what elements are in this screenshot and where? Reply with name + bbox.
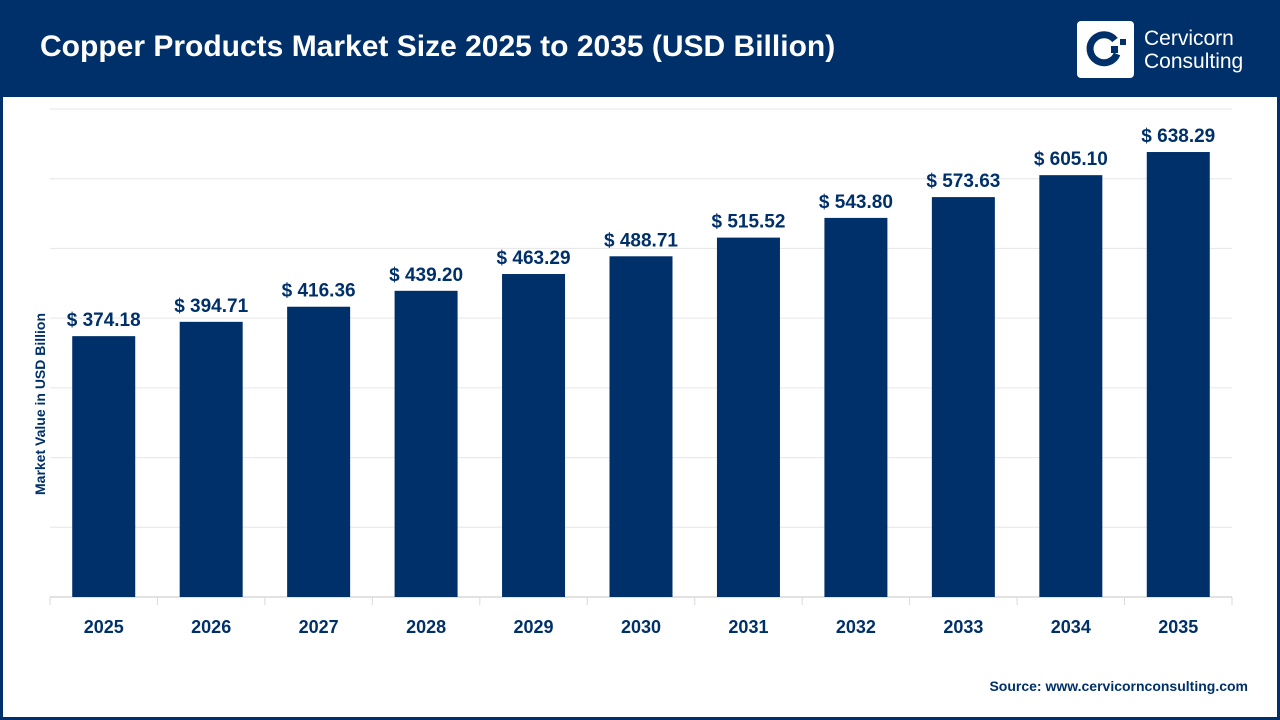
data-label: $ 543.80: [819, 192, 893, 213]
bar: [287, 306, 351, 597]
data-label: $ 515.52: [711, 212, 785, 233]
header-banner: Copper Products Market Size 2025 to 2035…: [0, 0, 1280, 97]
x-tick-label: 2033: [943, 617, 983, 637]
x-tick-label: 2034: [1051, 617, 1091, 637]
data-label: $ 605.10: [1034, 149, 1108, 170]
x-tick-label: 2029: [514, 617, 554, 637]
x-tick-label: 2032: [836, 617, 876, 637]
data-label: $ 374.18: [67, 310, 141, 331]
data-label: $ 394.71: [174, 296, 248, 317]
source-note: Source: www.cervicornconsulting.com: [989, 678, 1248, 694]
bar: [931, 197, 995, 597]
bar: [824, 217, 888, 597]
logo-text-line1: Cervicorn: [1144, 26, 1234, 50]
data-label: $ 638.29: [1141, 126, 1215, 147]
data-label: $ 573.63: [926, 171, 1000, 192]
y-axis-label: Market Value in USD Billion: [32, 312, 48, 495]
x-tick-label: 2027: [299, 617, 339, 637]
logo: Cervicorn Consulting: [1077, 21, 1243, 78]
logo-icon: [1077, 21, 1134, 78]
bar: [394, 290, 458, 597]
data-label: $ 463.29: [497, 248, 571, 269]
x-tick-label: 2035: [1158, 617, 1198, 637]
data-label: $ 439.20: [389, 265, 463, 286]
bar: [72, 336, 136, 597]
bar: [716, 237, 780, 597]
x-tick-label: 2028: [406, 617, 446, 637]
data-label: $ 416.36: [282, 281, 356, 302]
logo-text-line2: Consulting: [1144, 49, 1244, 73]
data-label: $ 488.71: [604, 230, 678, 251]
x-tick-label: 2031: [728, 617, 768, 637]
bar: [609, 256, 673, 597]
chart-title: Copper Products Market Size 2025 to 2035…: [40, 30, 836, 63]
x-tick-label: 2026: [191, 617, 231, 637]
x-tick-label: 2030: [621, 617, 661, 637]
bar: [179, 321, 243, 597]
bar: [1039, 175, 1103, 597]
bar: [1146, 152, 1210, 597]
x-tick-label: 2025: [84, 617, 124, 637]
bar: [502, 274, 566, 597]
